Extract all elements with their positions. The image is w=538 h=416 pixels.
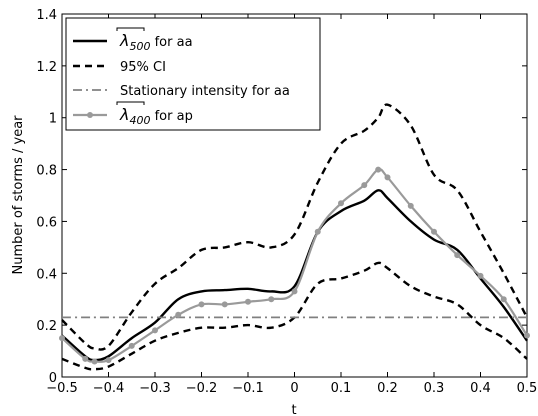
y-tick-label: 1.4	[36, 8, 57, 23]
x-tick-label: −0.4	[93, 381, 125, 396]
series-point	[375, 166, 382, 173]
legend-marker	[87, 112, 93, 118]
series-point	[221, 301, 228, 308]
series-point	[198, 301, 205, 308]
legend-box	[65, 17, 321, 131]
series-point	[59, 335, 65, 342]
legend-label: 95% CI	[120, 60, 166, 75]
y-tick-label: 0.4	[36, 267, 57, 282]
series-line-0	[61, 189, 528, 362]
axis-ticks: −0.5 −0.4 −0.3 −0.2 −0.1 0 0.1 0.2 0.3 0.4 0.5 0 0.2…	[36, 8, 537, 396]
legend-label: λ400 for ap	[119, 105, 193, 127]
series-point	[175, 311, 182, 318]
x-tick-label: 0.4	[470, 381, 491, 396]
legend-label: Stationary intensity for aa	[120, 84, 290, 99]
x-tick-label: 0.3	[424, 381, 445, 396]
y-axis-label: Number of storms / year	[11, 115, 26, 275]
series-point	[384, 174, 391, 181]
y-tick-label: 1.2	[36, 60, 57, 75]
legend-label: λ500 for aa	[119, 31, 193, 53]
series-point	[152, 327, 158, 334]
x-tick-label: 0.1	[331, 381, 352, 396]
x-axis-label: t	[291, 403, 296, 416]
y-tick-label: 1	[49, 112, 57, 127]
y-tick-label: 0.8	[36, 164, 57, 179]
x-tick-label: −0.2	[186, 381, 218, 396]
series-line-1	[61, 103, 529, 351]
series-point	[338, 200, 344, 207]
x-tick-label: 0	[290, 381, 298, 396]
series-point	[524, 332, 530, 339]
series-point	[314, 228, 321, 235]
x-tick-label: 0.2	[377, 381, 398, 396]
series-point	[500, 296, 507, 303]
series-point	[91, 358, 98, 365]
series-point	[431, 228, 437, 235]
hat-accent	[116, 27, 145, 31]
series-point	[291, 288, 298, 295]
y-tick-label: 0	[49, 371, 57, 386]
hat-accent	[116, 101, 145, 105]
legend: λ500 for aa 95% CI Stationary intensity fo…	[65, 17, 321, 131]
x-tick-label: −0.1	[232, 381, 264, 396]
y-tick-label: 0.6	[36, 215, 57, 230]
series-line-2	[61, 261, 528, 371]
series-point	[105, 357, 112, 364]
series-point	[82, 355, 89, 362]
series-line-4	[61, 168, 528, 363]
series-point	[454, 252, 461, 259]
x-tick-label: 0.5	[517, 381, 538, 396]
series-point	[407, 202, 414, 209]
series-point	[245, 298, 251, 305]
series-point	[361, 182, 368, 189]
series-point	[268, 296, 275, 303]
series-point	[477, 272, 484, 279]
y-tick-label: 0.2	[36, 319, 57, 334]
series-point	[128, 342, 135, 349]
series-layer	[59, 103, 530, 371]
x-tick-label: −0.3	[139, 381, 171, 396]
x-tick-label: −0.5	[46, 381, 78, 396]
